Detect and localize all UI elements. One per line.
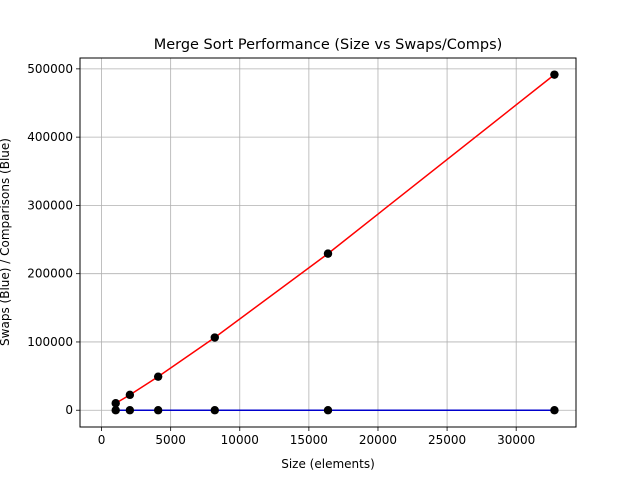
- series-1-point: [153, 406, 163, 415]
- y-tick-label: 100000: [27, 335, 73, 349]
- series-1-point: [111, 406, 120, 415]
- x-tick-label: 10000: [221, 433, 259, 447]
- series-0-point: [111, 399, 120, 408]
- series-0-point: [550, 70, 559, 79]
- y-tick-label: 300000: [27, 198, 73, 212]
- y-tick-label: 200000: [27, 267, 73, 281]
- series-layer: [111, 70, 559, 415]
- y-axis-label: Swaps (Blue) / Comparisons (Blue): [0, 138, 12, 346]
- series-0-point: [153, 372, 163, 381]
- x-tick-label: 30000: [497, 433, 535, 447]
- x-tick-label: 5000: [155, 433, 186, 447]
- series-1-point: [125, 406, 135, 415]
- ticks: 0 5000 10000 15000 20000 25000 300000100000200…: [27, 62, 535, 447]
- series-1-point: [210, 406, 219, 415]
- series-0-point: [125, 390, 135, 400]
- series-0-point: [210, 333, 219, 342]
- series-0-point: [323, 249, 333, 258]
- plot-frame: [79, 57, 577, 428]
- x-tick-label: 25000: [428, 433, 466, 447]
- series-1-point: [550, 406, 559, 415]
- y-tick-label: 400000: [27, 130, 73, 144]
- x-tick-label: 20000: [359, 433, 397, 447]
- chart-title: Merge Sort Performance (Size vs Swaps/Co…: [154, 37, 503, 53]
- x-tick-label: 15000: [290, 433, 328, 447]
- x-tick-label: 0: [98, 433, 106, 447]
- series-1-point: [323, 406, 333, 415]
- grid: [80, 58, 576, 427]
- x-axis-label: Size (elements): [281, 457, 375, 471]
- y-tick-label: 0: [65, 403, 73, 417]
- y-tick-label: 500000: [27, 62, 73, 76]
